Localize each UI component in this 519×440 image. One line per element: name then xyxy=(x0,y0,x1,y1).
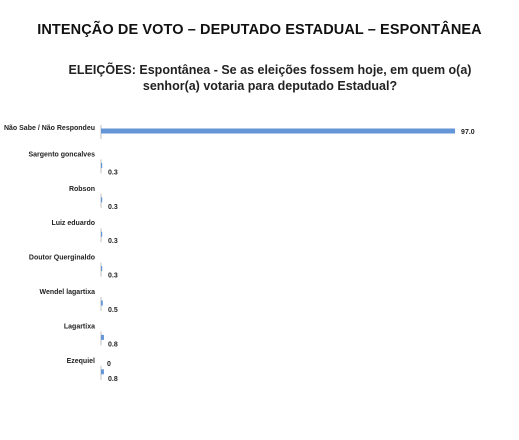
bar xyxy=(101,197,103,203)
page-title: INTENÇÃO DE VOTO – DEPUTADO ESTADUAL – E… xyxy=(37,22,482,38)
bar xyxy=(101,231,103,237)
value-label: 0.8 xyxy=(108,341,118,348)
category-label: Não Sabe / Não Respondeu xyxy=(4,125,95,132)
extra-value-label: 0 xyxy=(107,361,111,368)
bar xyxy=(101,334,104,340)
chart-title: ELEIÇÕES: Espontânea - Se as eleições fo… xyxy=(68,63,472,93)
category-label: Luiz eduardo xyxy=(51,220,95,227)
bar xyxy=(101,266,103,272)
value-label: 0.8 xyxy=(108,376,118,383)
bar xyxy=(101,369,104,375)
value-label: 0.3 xyxy=(108,273,118,280)
value-label: 0.3 xyxy=(108,204,118,211)
value-label: 0.3 xyxy=(108,169,118,176)
category-label: Robson xyxy=(69,186,95,193)
value-label: 0.5 xyxy=(108,307,118,314)
bar xyxy=(101,162,103,168)
bar xyxy=(101,300,103,306)
category-label: Lagartixa xyxy=(64,323,95,330)
value-label: 0.3 xyxy=(108,238,118,245)
category-label: Doutor Querginaldo xyxy=(29,255,95,262)
category-label: Ezequiel xyxy=(67,358,95,365)
bar xyxy=(101,128,456,134)
category-label: Wendel lagartixa xyxy=(39,289,95,296)
category-label: Sargento goncalves xyxy=(28,151,95,158)
value-label: 97.0 xyxy=(461,129,475,136)
